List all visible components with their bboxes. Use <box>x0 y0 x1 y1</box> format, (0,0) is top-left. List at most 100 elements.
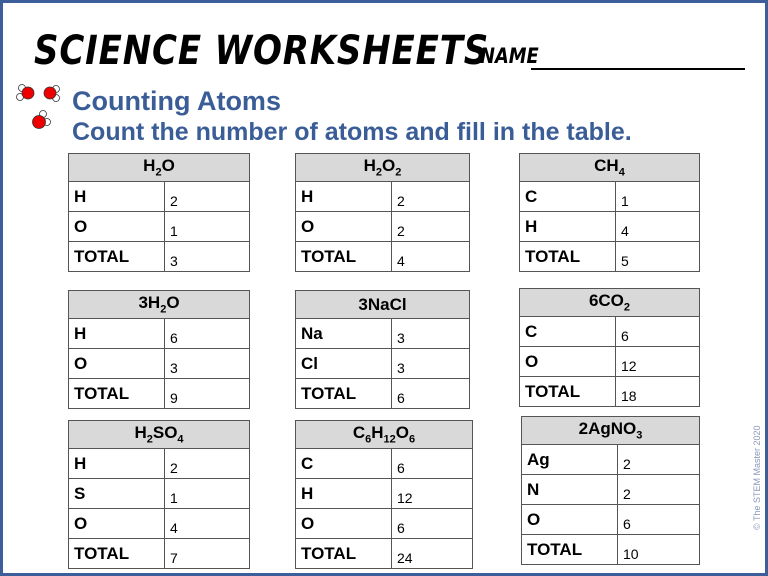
formula-element: O <box>161 156 175 176</box>
table-row: H 12 <box>295 478 473 509</box>
formula-header: C6H12O6 <box>295 420 473 449</box>
atom-count-cell[interactable]: 4 <box>164 508 250 539</box>
formula-element: 6CO <box>588 291 624 311</box>
element-label: TOTAL <box>68 241 165 272</box>
section-heading: Counting Atoms <box>72 86 281 116</box>
table-row: TOTAL 4 <box>295 241 470 272</box>
instruction-text: Count the number of atoms and fill in th… <box>72 118 632 146</box>
formula-subscript: 2 <box>155 166 162 179</box>
formula-element: 3NaCl <box>358 294 407 314</box>
table-row: TOTAL 10 <box>521 534 700 565</box>
atom-count-cell[interactable]: 12 <box>615 346 700 377</box>
table-row: Cl 3 <box>295 348 470 379</box>
element-label: C <box>519 316 616 347</box>
atom-count-cell[interactable]: 4 <box>391 241 470 272</box>
atom-count-table: CH4 C 1 H 4 TOTAL 5 <box>519 153 700 272</box>
atom-count-cell[interactable]: 6 <box>391 508 473 539</box>
atom-count-table: 3H2O H 6 O 3 TOTAL 9 <box>68 290 250 409</box>
formula-subscript: 12 <box>383 433 396 446</box>
element-label: O <box>68 211 165 242</box>
formula-element: H <box>134 423 147 443</box>
formula-element: SO <box>152 423 178 443</box>
atom-count-cell[interactable]: 1 <box>164 211 250 242</box>
atom-count-cell[interactable]: 1 <box>615 181 700 212</box>
formula-header: H2O2 <box>295 153 470 182</box>
element-label: TOTAL <box>68 538 165 569</box>
formula-subscript: 2 <box>375 166 383 179</box>
element-label: TOTAL <box>521 534 618 565</box>
atom-count-cell[interactable]: 6 <box>391 378 470 409</box>
formula-header: 2AgNO3 <box>521 416 700 445</box>
atom-count-cell[interactable]: 2 <box>617 444 700 475</box>
table-row: Ag 2 <box>521 444 700 475</box>
atom-count-cell[interactable]: 18 <box>615 376 700 407</box>
element-label: H <box>295 181 392 212</box>
atom-count-cell[interactable]: 9 <box>164 378 250 409</box>
atom-count-cell[interactable]: 3 <box>391 318 470 349</box>
element-label: O <box>68 348 165 379</box>
atom-count-cell[interactable]: 1 <box>164 478 250 509</box>
water-molecules-icon <box>16 84 60 129</box>
atom-count-table: C6H12O6 C 6 H 12 O 6 TOTAL 24 <box>295 420 473 569</box>
atom-count-cell[interactable]: 6 <box>164 318 250 349</box>
formula-subscript: 4 <box>618 166 625 179</box>
atom-count-table: H2O H 2 O 1 TOTAL 3 <box>68 153 250 272</box>
element-label: TOTAL <box>68 378 165 409</box>
table-row: Na 3 <box>295 318 470 349</box>
element-label: H <box>295 478 392 509</box>
atom-count-cell[interactable]: 3 <box>164 348 250 379</box>
atom-count-cell[interactable]: 4 <box>615 211 700 242</box>
atom-count-cell[interactable]: 6 <box>617 504 700 535</box>
table-row: TOTAL 18 <box>519 376 700 407</box>
formula-subscript: 2 <box>146 433 153 446</box>
atom-count-cell[interactable]: 2 <box>164 448 250 479</box>
table-row: TOTAL 6 <box>295 378 470 409</box>
formula-subscript: 2 <box>160 303 167 316</box>
element-label: TOTAL <box>295 538 392 569</box>
atom-count-cell[interactable]: 10 <box>617 534 700 565</box>
formula-subscript: 2 <box>623 301 631 314</box>
table-row: TOTAL 3 <box>68 241 250 272</box>
atom-count-cell[interactable]: 24 <box>391 538 473 569</box>
element-label: C <box>295 448 392 479</box>
atom-count-cell[interactable]: 2 <box>391 181 470 212</box>
atom-count-cell[interactable]: 6 <box>615 316 700 347</box>
atom-count-cell[interactable]: 7 <box>164 538 250 569</box>
atom-count-cell[interactable]: 2 <box>391 211 470 242</box>
element-label: O <box>521 504 618 535</box>
formula-element: O <box>395 423 410 443</box>
atom-count-cell[interactable]: 3 <box>164 241 250 272</box>
name-label: NAME <box>480 44 539 68</box>
formula-subscript: 2 <box>395 166 402 179</box>
formula-header: 3NaCl <box>295 290 470 319</box>
atom-count-cell[interactable]: 12 <box>391 478 473 509</box>
formula-element: H <box>143 156 156 176</box>
atom-count-cell[interactable]: 2 <box>617 474 700 505</box>
element-label: Cl <box>295 348 392 379</box>
formula-header: H2SO4 <box>68 420 250 449</box>
atom-count-table: 6CO2 C 6 O 12 TOTAL 18 <box>519 288 700 407</box>
table-row: TOTAL 5 <box>519 241 700 272</box>
formula-element: H <box>371 423 384 443</box>
formula-element: H <box>363 156 376 176</box>
name-input-line[interactable] <box>531 68 745 70</box>
table-row: TOTAL 24 <box>295 538 473 569</box>
formula-element: CH <box>594 156 619 176</box>
table-row: TOTAL 9 <box>68 378 250 409</box>
atom-count-cell[interactable]: 2 <box>164 181 250 212</box>
element-label: H <box>68 181 165 212</box>
element-label: O <box>295 508 392 539</box>
atom-count-cell[interactable]: 6 <box>391 448 473 479</box>
formula-subscript: 4 <box>177 433 184 446</box>
atom-count-cell[interactable]: 3 <box>391 348 470 379</box>
element-label: C <box>519 181 616 212</box>
atom-count-cell[interactable]: 5 <box>615 241 700 272</box>
formula-subscript: 6 <box>365 433 372 446</box>
formula-element: O <box>166 293 180 313</box>
